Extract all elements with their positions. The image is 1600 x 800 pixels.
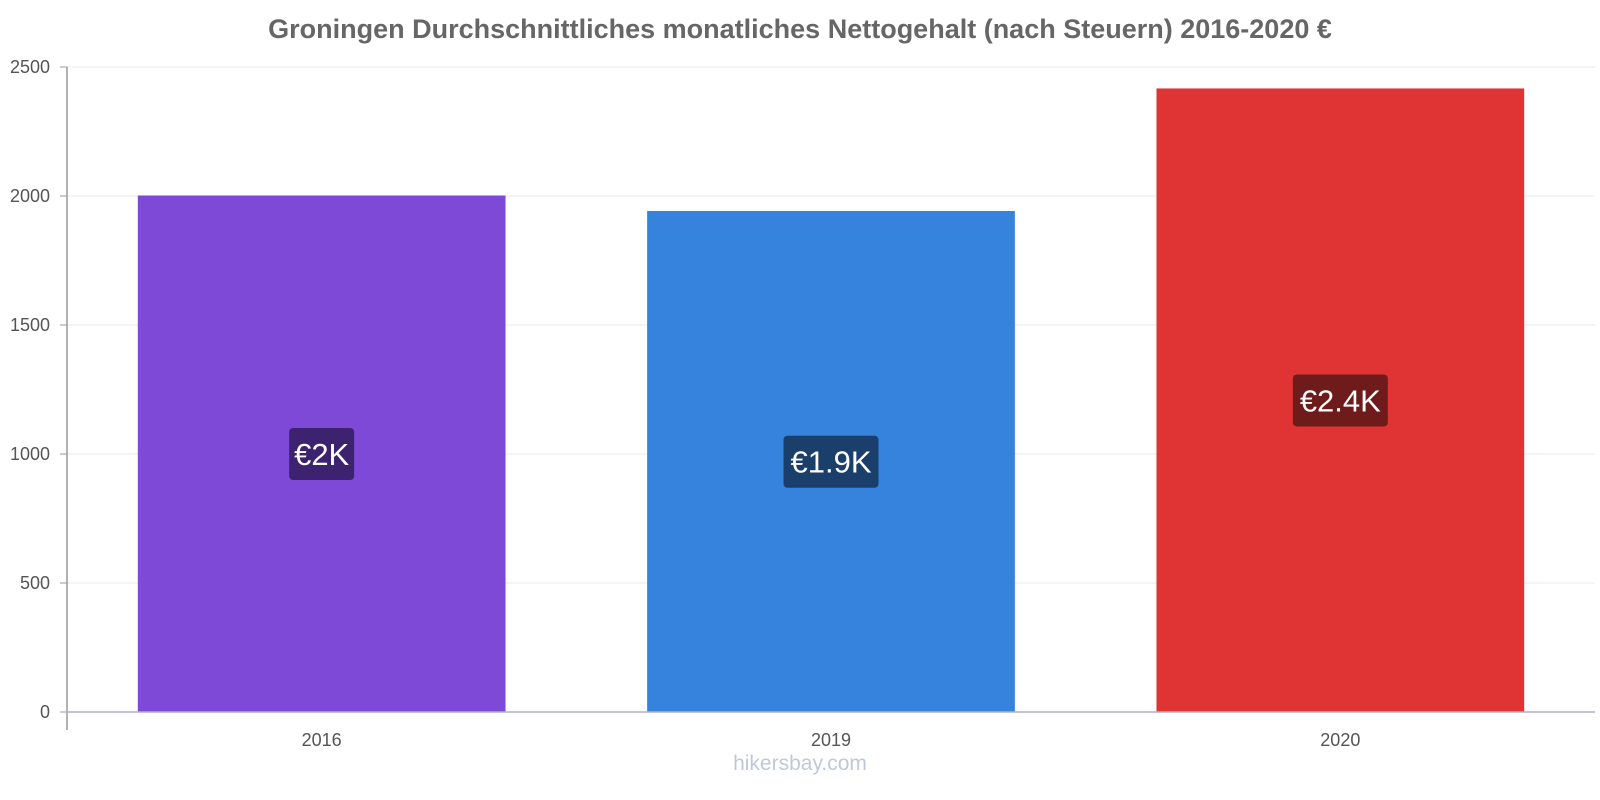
data-label-bg-2020 bbox=[1292, 374, 1388, 427]
x-tick-label-2019: 2019 bbox=[811, 730, 851, 750]
data-label-2016: €2K bbox=[294, 437, 349, 472]
y-tick-label-1000: 1000 bbox=[10, 444, 50, 464]
watermark: hikersbay.com bbox=[733, 752, 867, 775]
bar-2016 bbox=[137, 195, 506, 713]
y-axis-ticks: 0 500 1000 1500 2000 2500 bbox=[10, 57, 67, 722]
y-tick-label-1500: 1500 bbox=[10, 315, 50, 335]
y-tick-label-0: 0 bbox=[40, 702, 50, 722]
x-tick-label-2020: 2020 bbox=[1320, 730, 1360, 750]
data-label-bg-2016 bbox=[289, 428, 355, 480]
y-tick-label-2500: 2500 bbox=[10, 57, 50, 77]
y-tick-label-500: 500 bbox=[20, 573, 50, 593]
data-label-bg-2019 bbox=[783, 435, 879, 488]
axes bbox=[66, 67, 1595, 730]
y-tick-label-2000: 2000 bbox=[10, 186, 50, 206]
x-axis-ticks: 2016 2019 2020 bbox=[302, 730, 1361, 750]
data-labels: €2K €1.9K €2.4K bbox=[289, 374, 1388, 488]
data-label-2020: €2.4K bbox=[1300, 383, 1381, 418]
data-label-2019: €1.9K bbox=[790, 445, 871, 480]
chart-title: Groningen Durchschnittliches monatliches… bbox=[268, 14, 1332, 44]
x-tick-label-2016: 2016 bbox=[302, 730, 342, 750]
